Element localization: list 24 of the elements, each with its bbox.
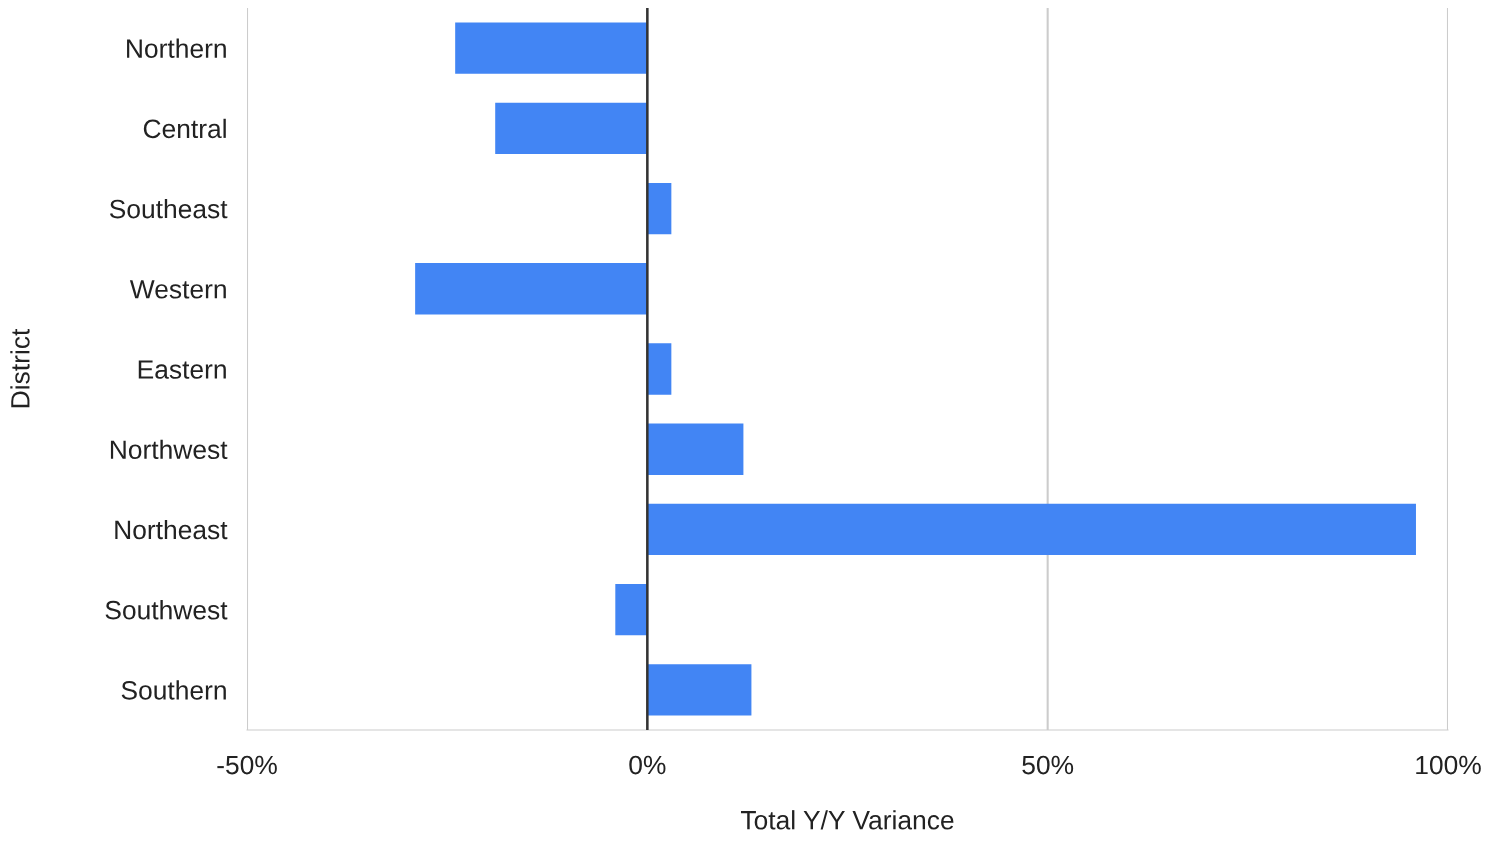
bar [647,423,744,475]
y-tick-label: Southeast [109,198,228,219]
y-tick-label: Northwest [110,439,228,460]
y-axis-title: District [10,328,30,408]
y-tick-label: Northeast [115,519,228,540]
y-tick-label: Western [129,280,226,299]
y-tick-label: Southwest [105,600,228,620]
x-axis-title: Total Y/Y Variance [740,810,954,830]
bar [647,664,752,716]
x-tick-label: -50% [217,755,277,775]
y-tick-label: Southern [121,680,226,700]
x-tick-label: 0% [629,755,666,775]
bar [455,22,648,74]
bar [647,503,1416,556]
y-tick-label: Eastern [138,360,226,379]
bar [415,263,648,315]
bar [647,343,672,395]
bar [647,182,672,235]
y-tick-label: Central [143,118,226,139]
bar [495,102,648,154]
bar [615,584,648,636]
x-tick-label: 50% [1022,755,1074,775]
y-tick-label: Northern [127,38,226,58]
x-tick-label: 100% [1416,755,1481,775]
